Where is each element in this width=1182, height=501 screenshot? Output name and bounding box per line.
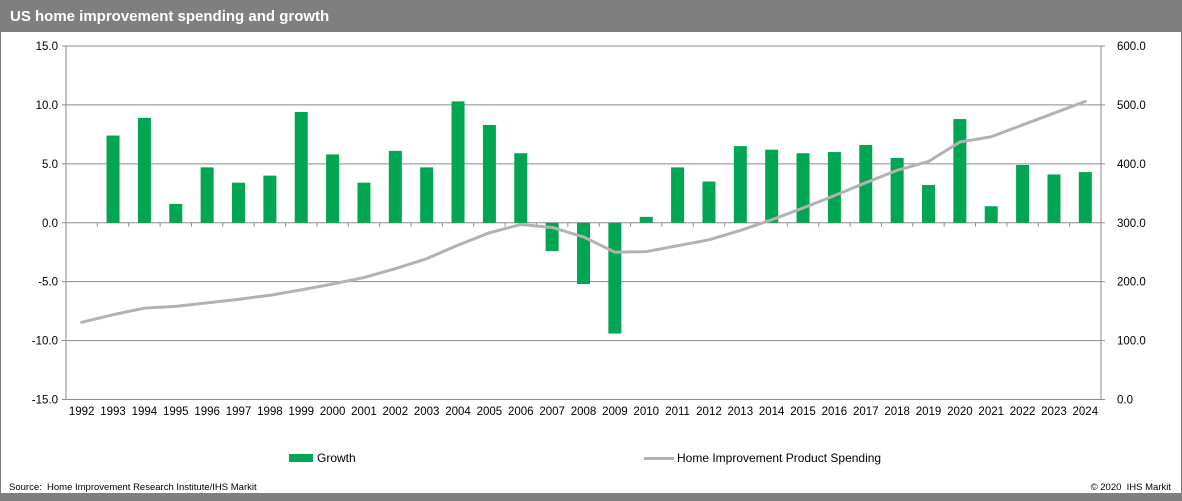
left-axis-tick-label: -15.0: [32, 395, 58, 407]
spending-legend-label: Home Improvement Product Spending: [677, 451, 882, 465]
spending-legend-swatch-icon: [644, 456, 674, 460]
x-axis-label: 2019: [916, 406, 942, 418]
x-axis-label: 1997: [226, 406, 252, 418]
growth-bar: [577, 222, 590, 285]
x-axis-label: 2006: [508, 406, 534, 418]
growth-bar: [169, 203, 183, 223]
x-axis-label: 2024: [1073, 406, 1099, 418]
x-axis-label: 1999: [288, 406, 314, 418]
right-axis-tick-label: 400.0: [1117, 159, 1146, 171]
spending-line: [80, 99, 1087, 324]
legend-item-spending: Home Improvement Product Spending: [644, 451, 881, 465]
growth-bar: [106, 135, 120, 223]
copyright-note: © 2020 IHS Markit: [1090, 482, 1171, 493]
x-axis-label: 2001: [351, 406, 377, 418]
right-axis-tick-label: 0.0: [1117, 395, 1133, 407]
x-axis-label: 2018: [884, 406, 910, 418]
x-axis-label: 2011: [665, 406, 690, 418]
growth-bar: [608, 222, 622, 334]
right-axis-tick-label: 500.0: [1117, 100, 1146, 112]
x-axis-label: 2003: [414, 406, 440, 418]
left-axis-tick-label: 5.0: [42, 159, 58, 171]
growth-bar: [232, 182, 245, 223]
x-axis-label: 2023: [1041, 406, 1067, 418]
growth-bar: [451, 101, 465, 223]
source-note: Source: Home Improvement Research Instit…: [9, 482, 257, 493]
growth-bar: [922, 185, 935, 223]
growth-bar: [1078, 172, 1092, 223]
x-axis-label: 2013: [728, 406, 754, 418]
right-axis-tick-label: 100.0: [1117, 336, 1146, 348]
left-axis-tick-label: 0.0: [42, 218, 58, 230]
growth-legend-swatch-icon: [289, 454, 313, 462]
legend-item-growth: Growth: [289, 451, 356, 465]
growth-bar: [357, 182, 371, 223]
growth-bar: [796, 153, 810, 223]
growth-bar: [639, 216, 653, 223]
growth-bar: [482, 124, 496, 223]
right-axis-tick-label: 200.0: [1117, 277, 1146, 289]
x-axis-label: 2005: [477, 406, 503, 418]
x-axis-label: 2000: [320, 406, 346, 418]
x-axis-label: 2007: [539, 406, 565, 418]
x-axis-label: 1995: [163, 406, 189, 418]
x-axis-label: 2022: [1010, 406, 1036, 418]
growth-bar: [765, 149, 779, 223]
growth-bar: [890, 157, 904, 223]
bottom-strip: [1, 493, 1181, 500]
x-axis-label: 2002: [383, 406, 409, 418]
right-axis-tick-label: 600.0: [1117, 41, 1146, 53]
x-axis-label: 2015: [790, 406, 816, 418]
chart-title: US home improvement spending and growth: [1, 1, 1181, 32]
x-axis-label: 2020: [947, 406, 973, 418]
growth-bar: [294, 111, 308, 223]
growth-bar: [733, 146, 747, 223]
growth-bar: [671, 167, 685, 223]
growth-bar: [953, 119, 967, 223]
x-axis-label: 2008: [571, 406, 597, 418]
x-axis-label: 1993: [100, 406, 126, 418]
growth-legend-label: Growth: [317, 451, 356, 465]
x-axis-label: 1994: [132, 406, 158, 418]
growth-bar: [263, 175, 277, 223]
left-axis-tick-label: 15.0: [36, 41, 58, 53]
x-axis-label: 2017: [853, 406, 879, 418]
x-axis-label: 1992: [69, 406, 95, 418]
right-axis-tick-label: 300.0: [1117, 218, 1146, 230]
x-axis-label: 2016: [822, 406, 848, 418]
x-axis-label: 1996: [194, 406, 220, 418]
left-axis-tick-label: 10.0: [36, 100, 58, 112]
growth-bar: [1016, 165, 1030, 223]
growth-bar: [827, 152, 841, 223]
growth-bar: [984, 206, 998, 223]
growth-bar: [420, 167, 434, 223]
growth-bar: [200, 167, 214, 223]
growth-bar: [388, 150, 402, 223]
x-axis-label: 2004: [445, 406, 471, 418]
left-axis-tick-label: -10.0: [32, 336, 58, 348]
x-axis-label: 2012: [696, 406, 722, 418]
x-axis-label: 2009: [602, 406, 628, 418]
x-axis-label: 1998: [257, 406, 283, 418]
growth-bar: [702, 181, 716, 223]
x-axis-label: 2010: [633, 406, 659, 418]
left-axis-tick-label: -5.0: [38, 277, 58, 289]
growth-bar: [326, 154, 340, 223]
x-axis-label: 2021: [978, 406, 1004, 418]
growth-bar: [1047, 174, 1061, 223]
x-axis-label: 2014: [759, 406, 785, 418]
growth-bar: [514, 153, 528, 223]
growth-bar: [137, 117, 151, 223]
